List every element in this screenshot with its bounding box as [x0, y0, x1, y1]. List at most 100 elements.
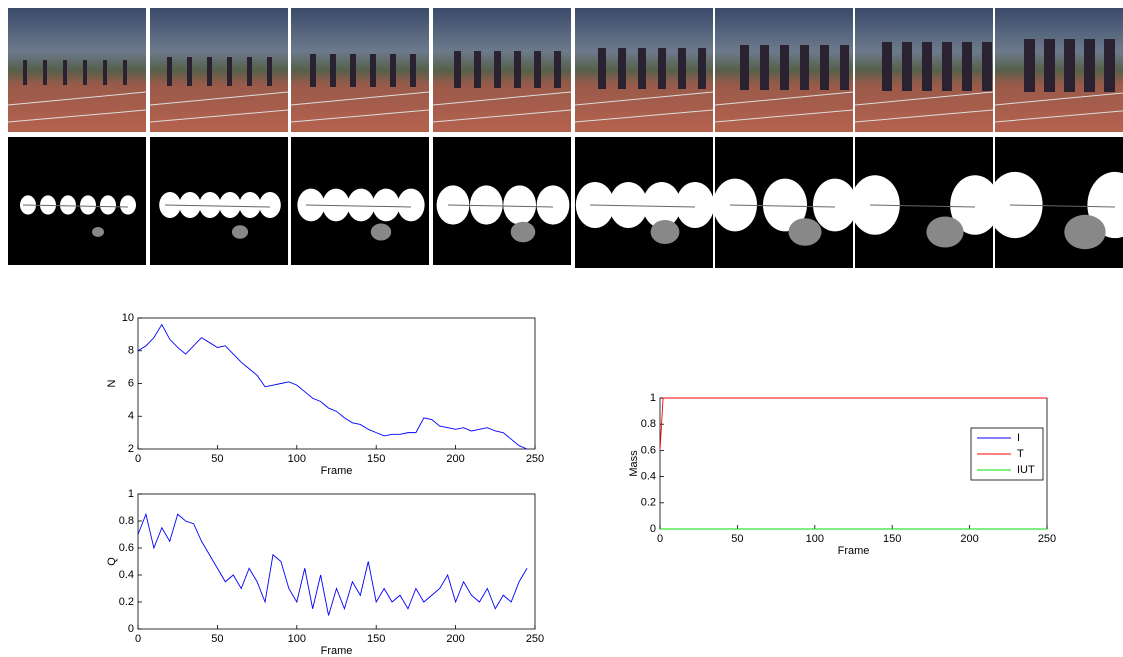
- runner: [598, 48, 606, 89]
- runner: [43, 60, 47, 85]
- photo-frame: [150, 8, 288, 132]
- mask-shadow: [788, 218, 822, 246]
- runner: [267, 57, 272, 86]
- x-tick-label: 100: [288, 633, 306, 645]
- mask-blob: [199, 192, 221, 218]
- plot-area: [137, 317, 536, 450]
- mask-blob: [259, 192, 281, 218]
- runner: [618, 48, 626, 89]
- lane-line: [432, 109, 572, 123]
- x-tick-label: 100: [288, 453, 306, 465]
- y-axis-label: Mass: [628, 450, 640, 477]
- legend-label: T: [1017, 448, 1024, 460]
- runner: [310, 54, 316, 87]
- x-tick-label: 150: [367, 453, 385, 465]
- mask-blob: [536, 185, 570, 225]
- data-line: [137, 323, 528, 450]
- mask-blob: [100, 195, 116, 215]
- runner: [123, 60, 127, 85]
- lane-line: [714, 91, 854, 106]
- mask-blob: [322, 188, 350, 222]
- runner: [63, 60, 67, 85]
- legend-label: I: [1017, 432, 1020, 444]
- mask-blob: [347, 188, 375, 222]
- x-tick-label: 250: [526, 633, 544, 645]
- x-tick-label: 150: [367, 633, 385, 645]
- track-link: [869, 204, 976, 208]
- y-tick-label: 6: [128, 377, 134, 389]
- y-tick-label: 0.6: [119, 542, 134, 554]
- lane-line: [994, 110, 1123, 123]
- mask-blob: [239, 192, 261, 218]
- y-tick-label: 0.2: [641, 497, 656, 509]
- x-tick-label: 200: [446, 453, 464, 465]
- runner: [1064, 39, 1075, 92]
- x-tick-label: 0: [135, 453, 141, 465]
- lane-line: [7, 109, 147, 123]
- x-tick-label: 50: [211, 633, 223, 645]
- runner: [390, 54, 396, 87]
- runner: [1024, 39, 1035, 92]
- runner: [740, 45, 749, 90]
- runner: [922, 42, 932, 91]
- runner: [83, 60, 87, 85]
- y-tick-label: 2: [128, 443, 134, 455]
- lane-line: [7, 91, 147, 106]
- y-tick-label: 4: [128, 410, 134, 422]
- y-tick-label: 0.2: [119, 596, 134, 608]
- y-tick-label: 1: [650, 392, 656, 404]
- lane-line: [149, 109, 289, 123]
- track-link: [22, 204, 129, 208]
- runner: [840, 45, 849, 90]
- runner: [638, 48, 646, 89]
- runner: [942, 42, 952, 91]
- mask-blob: [469, 185, 503, 225]
- runner: [1104, 39, 1115, 92]
- x-axis-label: Frame: [321, 465, 353, 477]
- track-link: [305, 204, 412, 208]
- y-tick-label: 0.8: [119, 515, 134, 527]
- runner: [207, 57, 212, 86]
- runner: [187, 57, 192, 86]
- runner: [514, 51, 521, 88]
- y-tick-label: 0: [128, 623, 134, 635]
- runner: [350, 54, 356, 87]
- y-axis-label: Q: [106, 557, 118, 566]
- runner: [780, 45, 789, 90]
- y-tick-label: 0.6: [641, 444, 656, 456]
- x-tick-label: 50: [731, 533, 743, 545]
- mask-shadow: [650, 220, 680, 244]
- lane-line: [714, 109, 854, 123]
- lane-line: [432, 91, 572, 106]
- runner: [167, 57, 172, 86]
- lane-line: [994, 92, 1123, 106]
- y-axis-label: N: [106, 379, 118, 387]
- mask-blob: [372, 188, 400, 222]
- y-tick-label: 0: [650, 523, 656, 535]
- y-tick-label: 0.4: [641, 471, 656, 483]
- legend-label: IUT: [1017, 464, 1035, 476]
- runner: [962, 42, 972, 91]
- y-tick-label: 10: [122, 312, 134, 324]
- runner: [474, 51, 481, 88]
- mask-blob: [642, 181, 681, 229]
- mask-shadow: [510, 221, 536, 243]
- x-tick-label: 200: [960, 533, 978, 545]
- runner: [534, 51, 541, 88]
- runner: [902, 42, 912, 91]
- mask-blob: [609, 181, 648, 229]
- mask-blob: [950, 175, 1000, 235]
- data-line: [137, 512, 528, 616]
- x-tick-label: 250: [526, 453, 544, 465]
- y-tick-label: 1: [128, 488, 134, 500]
- x-tick-label: 0: [657, 533, 663, 545]
- track-link: [164, 204, 271, 208]
- lane-line: [290, 91, 430, 106]
- mask-shadow: [926, 216, 964, 248]
- runner: [370, 54, 376, 87]
- mask-shadow: [231, 225, 249, 239]
- runner: [494, 51, 501, 88]
- track-link: [447, 204, 554, 208]
- mask-shadow: [1064, 214, 1106, 250]
- track-link: [1009, 204, 1116, 208]
